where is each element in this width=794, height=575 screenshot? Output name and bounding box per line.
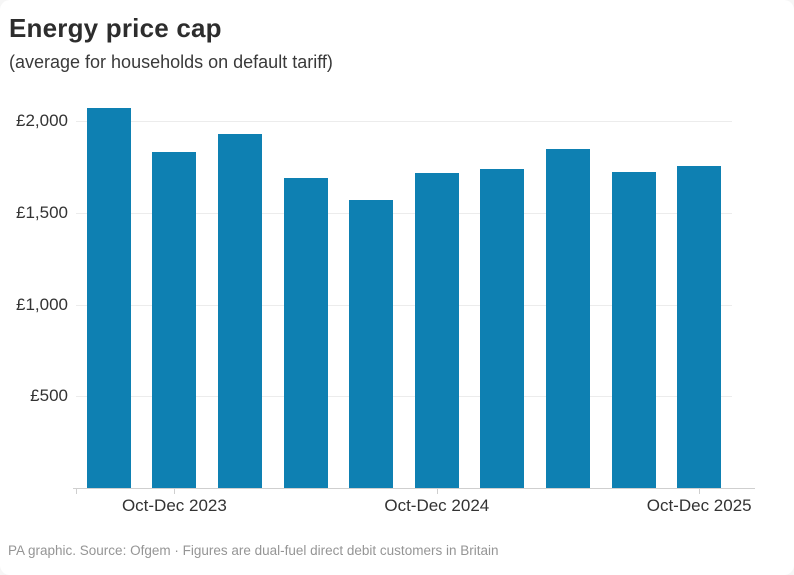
y-axis-label-1000: £1,000 bbox=[16, 294, 68, 314]
bar-9 bbox=[677, 166, 722, 488]
x-axis-tick bbox=[699, 488, 701, 494]
y-axis-label-500: £500 bbox=[30, 386, 68, 406]
x-axis-tick bbox=[174, 488, 176, 494]
x-axis-tick bbox=[436, 488, 438, 494]
bar-7 bbox=[546, 148, 590, 488]
x-axis-tick-start bbox=[76, 488, 77, 494]
x-axis-label: Oct-Dec 2023 bbox=[121, 496, 227, 515]
bar-1 bbox=[152, 151, 197, 488]
y-axis-label-1500: £1,500 bbox=[16, 202, 68, 222]
bar-8 bbox=[611, 172, 656, 488]
gridline-2000 bbox=[76, 121, 732, 123]
chart-subtitle: (average for households on default tarif… bbox=[9, 52, 333, 72]
chart-title: Energy price cap bbox=[9, 13, 222, 43]
x-axis-label: Oct-Dec 2024 bbox=[384, 496, 490, 515]
bar-2 bbox=[218, 134, 262, 488]
gridline-500 bbox=[76, 396, 732, 398]
x-axis-line bbox=[73, 488, 755, 489]
bar-0 bbox=[86, 107, 131, 488]
source-note: PA graphic. Source: Ofgem · Figures are … bbox=[8, 543, 499, 558]
bar-5 bbox=[414, 173, 459, 488]
bar-3 bbox=[283, 177, 328, 488]
gridline-1500 bbox=[76, 212, 732, 214]
gridline-1000 bbox=[76, 304, 732, 306]
bar-4 bbox=[349, 200, 394, 488]
y-axis-label-2000: £2,000 bbox=[16, 111, 68, 131]
bar-6 bbox=[480, 169, 525, 488]
x-axis-label: Oct-Dec 2025 bbox=[646, 496, 752, 515]
